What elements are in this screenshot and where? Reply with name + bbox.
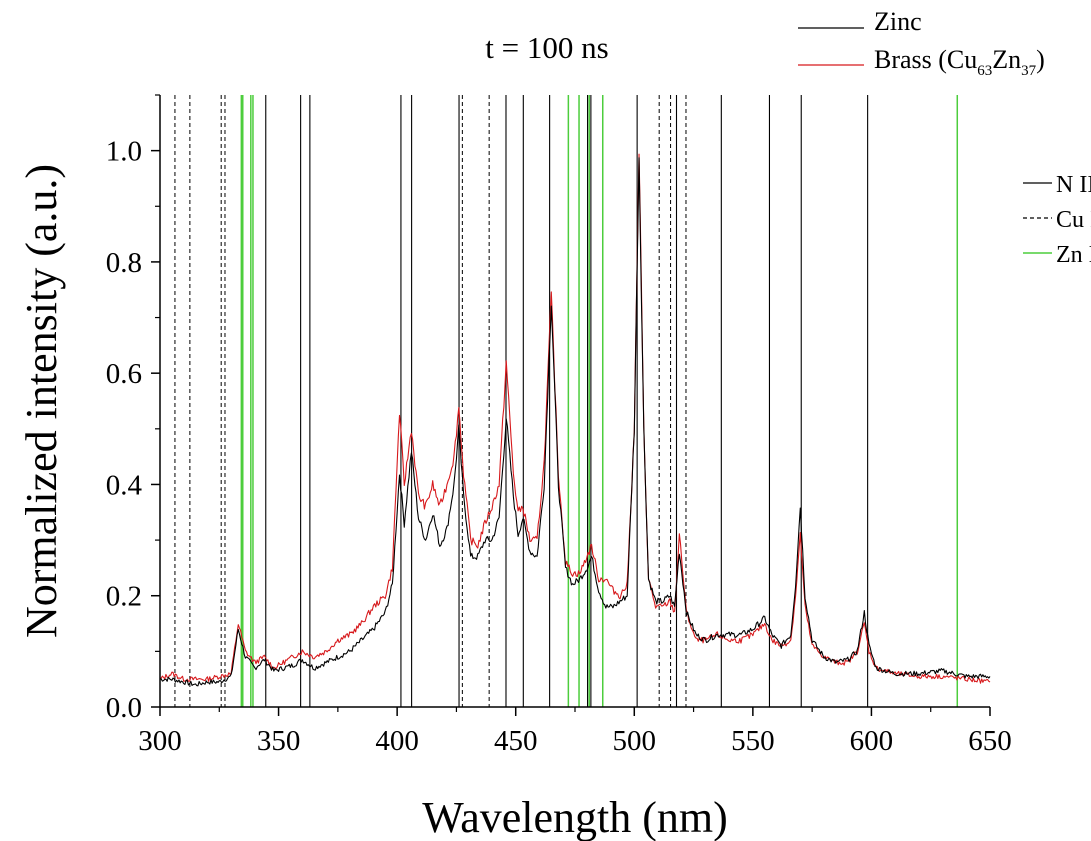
lines-legend: N II Cu I Zn I <box>1023 172 1091 268</box>
legend-cu1-label: Cu I <box>1056 207 1091 233</box>
y-tick-label-2: 0.4 <box>106 469 143 501</box>
x-axis-label: Wavelength (nm) <box>422 793 728 841</box>
legend-n2-label: N II <box>1056 172 1091 198</box>
legend-brass-sub-63: 63 <box>977 63 992 79</box>
legend-brass-mid: Zn <box>992 45 1021 74</box>
series-line-zinc <box>159 157 991 687</box>
legend-brass-sub-37: 37 <box>1021 63 1037 79</box>
y-tick-label-3: 0.6 <box>106 358 142 390</box>
legend-brass-label: Brass (Cu63Zn37) <box>874 45 1045 79</box>
legend-brass-prefix: Brass (Cu <box>874 45 977 74</box>
x-axis-ticks: 300 350 400 450 500 550 600 650 <box>138 707 1012 757</box>
x-tick-label-500: 500 <box>613 725 657 757</box>
legend-zinc-label: Zinc <box>874 7 922 36</box>
x-tick-label-550: 550 <box>731 725 775 757</box>
x-tick-label-400: 400 <box>375 725 419 757</box>
y-tick-label-4: 0.8 <box>106 247 142 279</box>
series-legend: Zinc Brass (Cu63Zn37) <box>798 7 1045 79</box>
y-tick-label-0: 0.0 <box>106 692 142 724</box>
chart-title: t = 100 ns <box>485 30 608 65</box>
y-tick-label-5: 1.0 <box>106 136 142 168</box>
x-tick-label-300: 300 <box>138 725 182 757</box>
spectrum-series <box>159 153 991 687</box>
series-line-brass <box>159 153 991 684</box>
legend-brass-suffix: ) <box>1036 45 1045 74</box>
y-tick-label-1: 0.2 <box>106 581 142 613</box>
y-axis-label: Normalized intensity (a.u.) <box>17 164 66 638</box>
reference-lines <box>174 95 959 707</box>
legend-zn1-label: Zn I <box>1056 242 1091 268</box>
x-tick-label-600: 600 <box>850 725 894 757</box>
x-tick-label-350: 350 <box>257 725 301 757</box>
x-tick-label-650: 650 <box>968 725 1012 757</box>
y-axis-ticks: 0.0 0.2 0.4 0.6 0.8 1.0 <box>106 94 160 724</box>
x-tick-label-450: 450 <box>494 725 538 757</box>
